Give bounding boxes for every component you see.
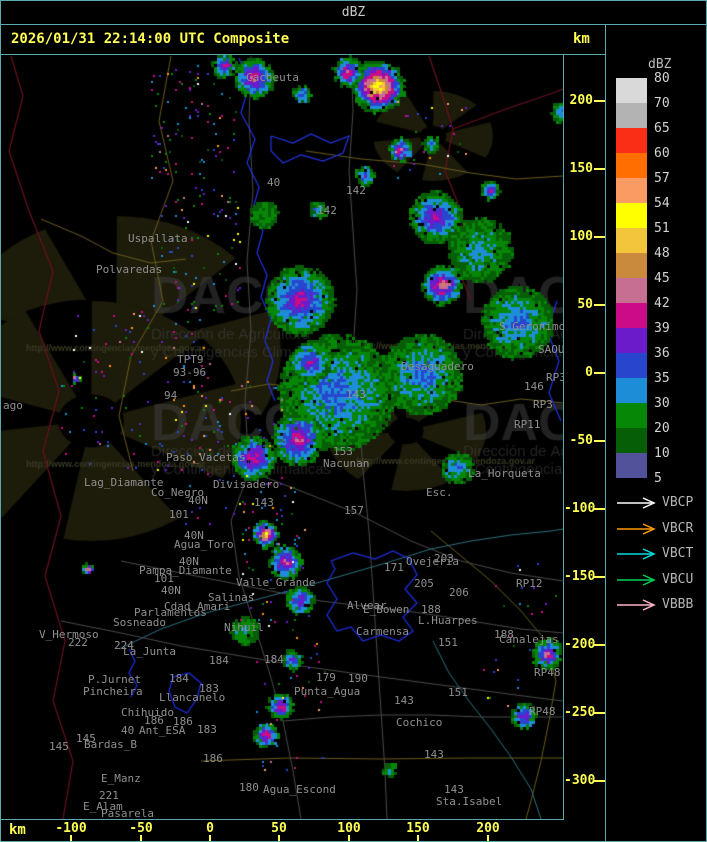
legend-title: dBZ [648, 57, 672, 72]
title-bar: dBZ [1, 1, 706, 25]
legend-panel: dBZ 80 70 65 60 57 54 51 48 45 42 39 36 35 30 20 10 5 VB… [606, 25, 706, 841]
dbz-scale-label: 60 [654, 146, 670, 161]
x-axis-tick-label: -50 [129, 821, 153, 836]
x-axis-tick-label: 50 [271, 821, 287, 836]
panel-divider [605, 24, 606, 841]
radar-map-canvas[interactable] [1, 55, 563, 819]
x-axis-tick-label: -100 [55, 821, 87, 836]
y-axis-tick [594, 508, 613, 510]
y-axis-unit-label: km [573, 31, 590, 47]
vbct-arrow-icon [617, 548, 656, 560]
y-axis-tick [594, 780, 613, 782]
vector-label: VBCT [662, 546, 694, 561]
y-axis-tick-label: 0 [585, 365, 593, 380]
vbcp-arrow-icon [617, 497, 656, 509]
x-axis-tick [417, 835, 419, 841]
dbz-scale-label: 36 [654, 346, 670, 361]
dbz-swatch [616, 103, 647, 128]
dbz-swatch [616, 353, 647, 378]
x-axis-tick [140, 835, 142, 841]
dbz-swatch [616, 453, 647, 478]
vector-label: VBCU [662, 571, 694, 587]
x-axis-tick [278, 835, 280, 841]
vbbb-arrow-icon [617, 599, 656, 611]
x-axis-tick-label: 200 [476, 821, 500, 836]
y-axis-tick-label: 150 [569, 161, 593, 176]
dbz-scale-label: 48 [654, 246, 670, 261]
dbz-scale-label: 70 [654, 96, 670, 111]
dbz-swatch [616, 303, 647, 328]
dbz-scale-label: 65 [654, 121, 670, 136]
dbz-swatch [616, 153, 647, 178]
y-axis-tick-label: -100 [564, 501, 596, 516]
dbz-swatch [616, 403, 647, 428]
timestamp: 2026/01/31 22:14:00 UTC Composite [11, 31, 290, 47]
dbz-swatch [616, 228, 647, 253]
y-axis-tick [594, 372, 613, 374]
page-title: dBZ [341, 5, 366, 20]
x-axis-unit-label: km [9, 822, 26, 838]
dbz-swatch [616, 378, 647, 403]
x-axis-tick [348, 835, 350, 841]
y-axis-tick-label: 50 [577, 297, 593, 312]
vector-label: VBCP [662, 495, 694, 510]
y-axis-tick-label: -250 [564, 705, 596, 720]
x-axis-tick-label: 100 [337, 821, 361, 836]
y-axis-tick-label: -200 [564, 637, 596, 652]
y-axis-tick [594, 100, 613, 102]
vector-label: VBCR [662, 520, 694, 536]
y-axis-tick-label: -50 [569, 433, 593, 448]
vector-legend: VBCP VBCR VBCT VBCU VBBB [612, 495, 706, 645]
dbz-swatch [616, 178, 647, 203]
x-axis-tick [70, 835, 72, 841]
vector-label: VBBB [662, 597, 694, 612]
y-axis-tick [594, 576, 613, 578]
dbz-scale-label: 45 [654, 271, 670, 286]
x-axis-tick-label: 150 [406, 821, 430, 836]
y-axis-tick [594, 236, 613, 238]
header-bar: 2026/01/31 22:14:00 UTC Composite km [1, 25, 605, 55]
dbz-scale-label: 5 [654, 471, 662, 486]
dbz-color-scale: 80 70 65 60 57 54 51 48 45 42 39 36 35 30 20 10 5 [616, 71, 704, 494]
dbz-swatch [616, 428, 647, 453]
dbz-scale-label: 20 [654, 421, 670, 436]
x-axis: km -100 -50 0 50 100 150 200 [1, 820, 605, 841]
dbz-swatch [616, 278, 647, 303]
dbz-swatch [616, 328, 647, 353]
dbz-scale-label: 51 [654, 221, 670, 236]
y-axis-tick [594, 168, 613, 170]
x-axis-tick [487, 835, 489, 841]
x-axis-tick [209, 835, 211, 841]
y-axis: 200 150 100 50 0 -50 -100 -150 -200 -250 -300 [564, 55, 614, 819]
dbz-scale-label: 39 [654, 321, 670, 336]
dbz-scale-label: 35 [654, 371, 670, 386]
x-axis-tick-label: 0 [206, 821, 214, 836]
y-axis-tick-label: -150 [564, 569, 596, 584]
dbz-scale-label: 30 [654, 396, 670, 411]
dbz-scale-label: 10 [654, 446, 670, 461]
map-area: Cacheuta 40 142 142 Uspallata Polvaredas ago TP… [1, 55, 564, 820]
dbz-scale-label: 57 [654, 171, 670, 186]
y-axis-tick [594, 440, 613, 442]
y-axis-tick [594, 644, 613, 646]
dbz-scale-label: 54 [654, 196, 670, 211]
dbz-swatch [616, 128, 647, 153]
y-axis-tick-label: -300 [564, 773, 596, 788]
y-axis-tick [594, 304, 613, 306]
y-axis-tick [594, 712, 613, 714]
vbcu-arrow-icon [617, 573, 656, 586]
y-axis-tick-label: 200 [569, 93, 593, 108]
dbz-scale-label: 42 [654, 296, 670, 311]
dbz-swatch [616, 78, 647, 103]
dbz-swatch [616, 253, 647, 278]
dbz-swatch [616, 203, 647, 228]
vbcr-arrow-icon [617, 522, 656, 535]
y-axis-tick-label: 100 [569, 229, 593, 244]
dbz-scale-label: 80 [654, 71, 670, 86]
